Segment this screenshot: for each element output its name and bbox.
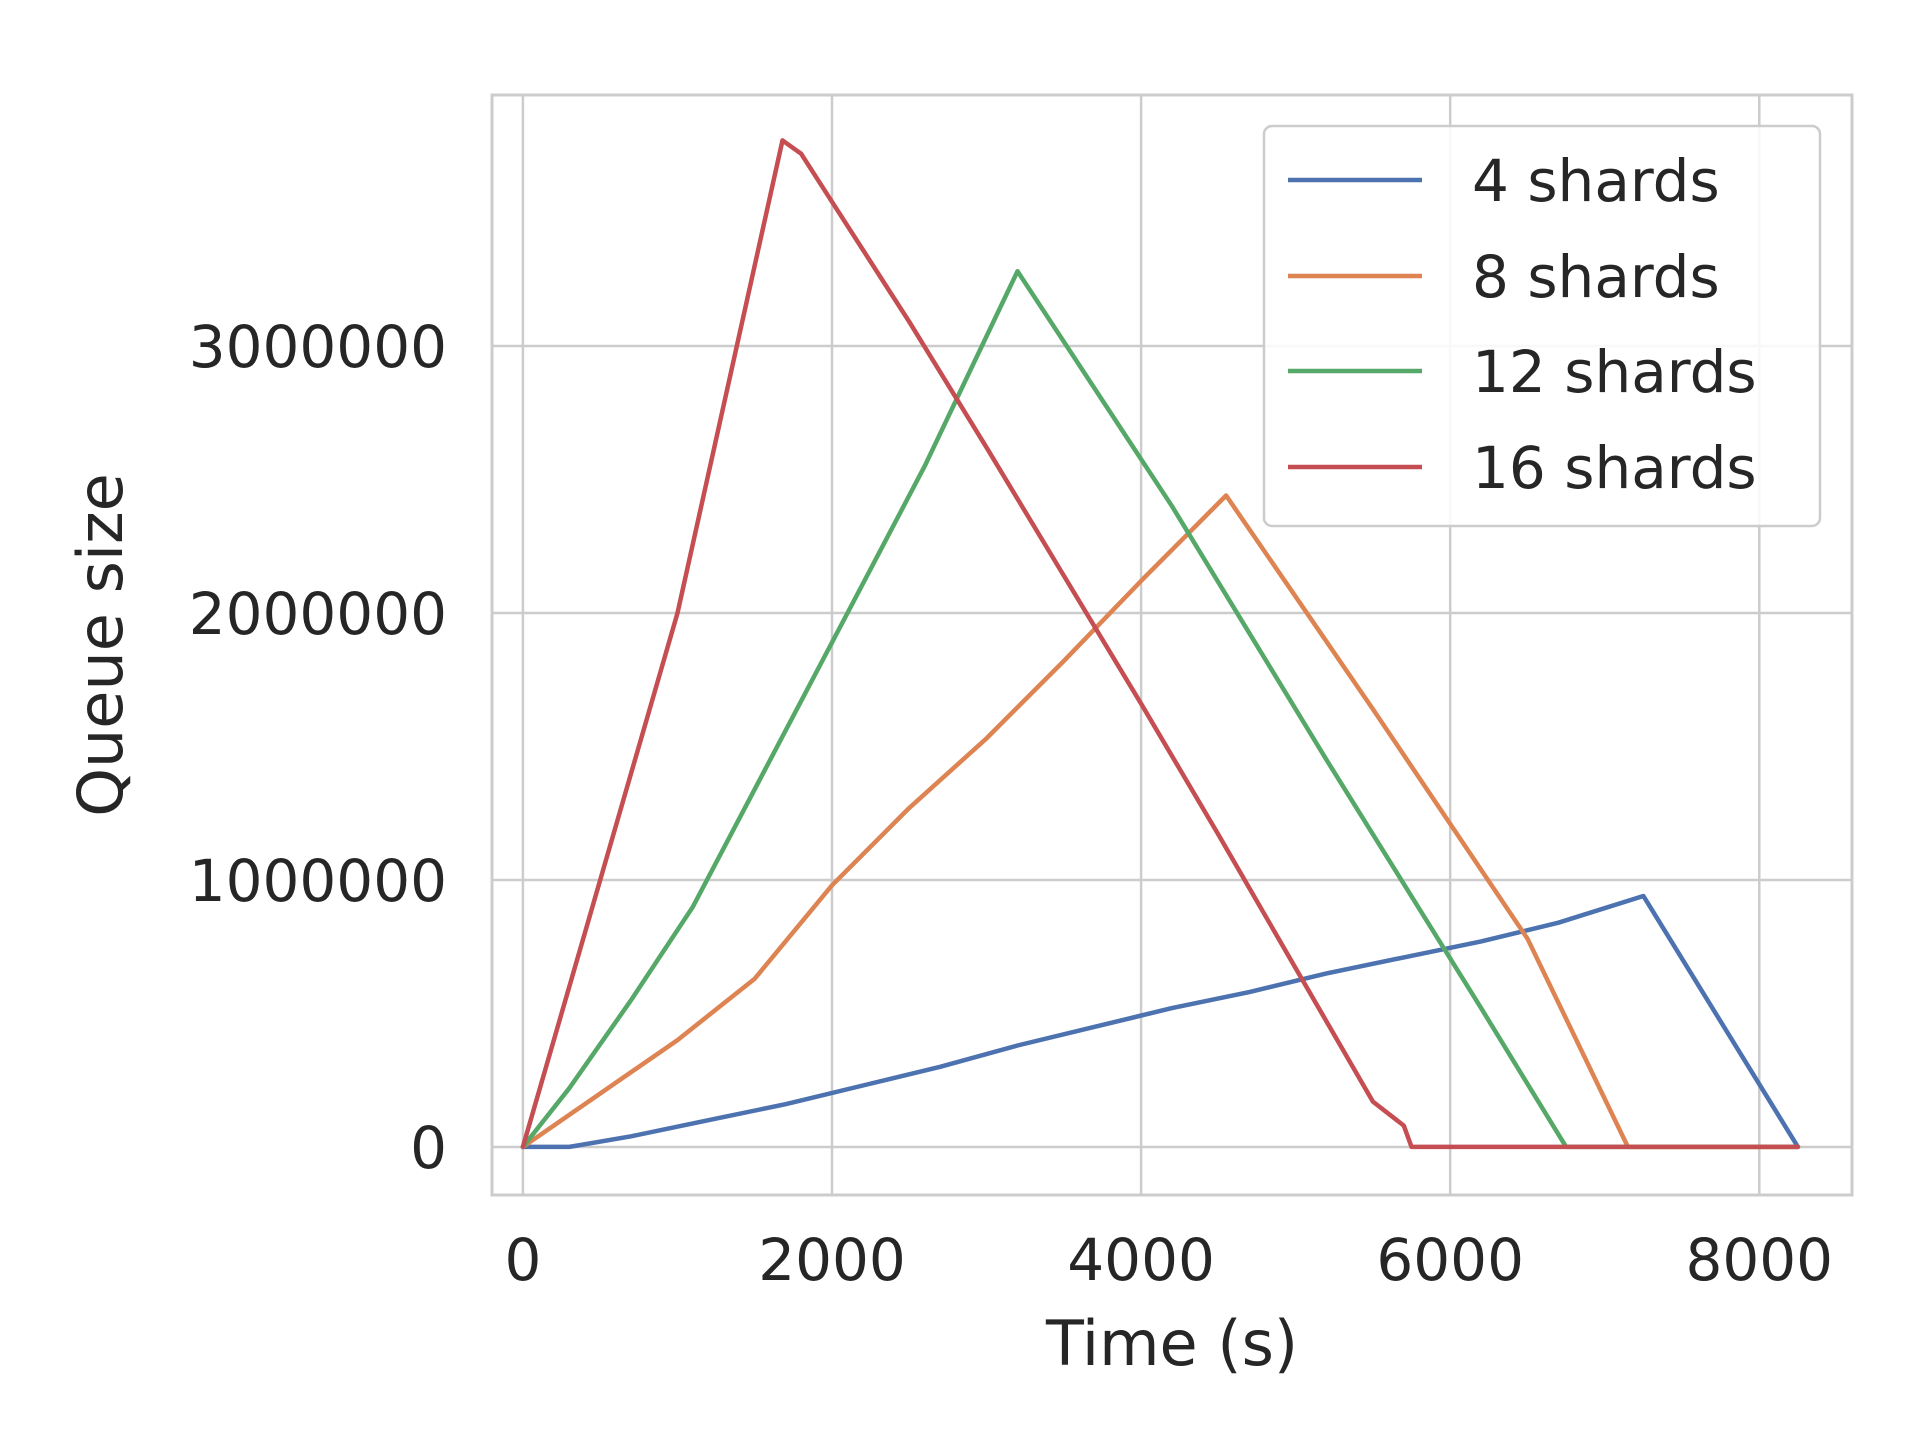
x-tick-label: 2000 (758, 1226, 906, 1294)
x-tick-label: 6000 (1376, 1226, 1524, 1294)
x-tick-label: 4000 (1067, 1226, 1215, 1294)
x-tick-label: 8000 (1685, 1226, 1833, 1294)
legend-label-4-shards: 4 shards (1472, 147, 1720, 215)
x-axis-title: Time (s) (1045, 1307, 1298, 1380)
legend: 4 shards 8 shards 12 shards 16 shards (1262, 124, 1822, 528)
series-layer (520, 138, 1801, 1150)
legend-label-16-shards: 16 shards (1472, 434, 1757, 502)
x-tick-label: 0 (504, 1226, 541, 1294)
x-tick-labels: 0 2000 4000 6000 8000 (504, 1226, 1833, 1294)
y-tick-labels: 0 1000000 2000000 3000000 (189, 313, 447, 1182)
series-line-12-shards (520, 268, 1801, 1150)
series-line-8-shards (520, 493, 1801, 1150)
series-line-4-shards (520, 893, 1801, 1150)
legend-label-12-shards: 12 shards (1472, 338, 1757, 406)
y-tick-label: 0 (410, 1114, 447, 1182)
series-line-16-shards (520, 138, 1801, 1150)
y-tick-label: 1000000 (189, 847, 447, 915)
plot-area-frame (490, 93, 1854, 1197)
y-axis-title: Queue size (64, 473, 137, 817)
legend-box (1262, 124, 1822, 528)
y-tick-label: 2000000 (189, 580, 447, 648)
legend-label-8-shards: 8 shards (1472, 243, 1720, 311)
y-tick-label: 3000000 (189, 313, 447, 381)
